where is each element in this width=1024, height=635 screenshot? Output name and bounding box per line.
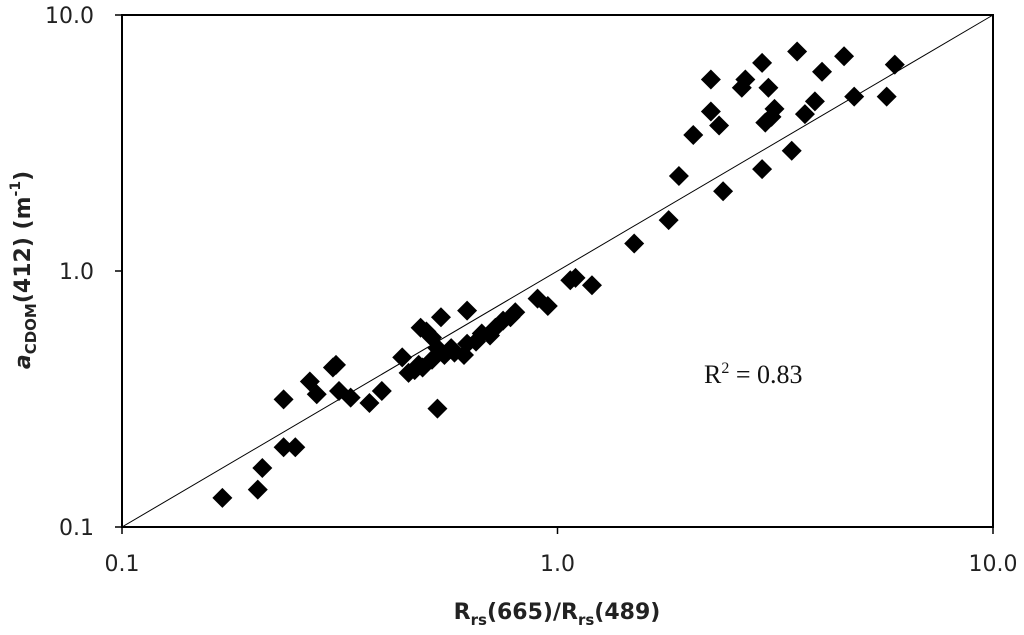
- data-point: [700, 101, 721, 122]
- data-point: [306, 384, 327, 405]
- r-squared-annotation: R2 = 0.83: [704, 360, 803, 389]
- data-point: [735, 69, 756, 90]
- data-point: [804, 91, 825, 112]
- data-points-layer: [212, 41, 905, 508]
- fit-line: [121, 14, 994, 528]
- data-point: [505, 302, 526, 323]
- data-point: [876, 86, 897, 107]
- data-point: [325, 354, 346, 375]
- data-point: [537, 295, 558, 316]
- data-point: [812, 61, 833, 82]
- data-point: [285, 437, 306, 458]
- data-point: [700, 69, 721, 90]
- data-point: [884, 54, 905, 75]
- y-axis-title: aCDOM(412) (m-1): [8, 171, 40, 369]
- y-tick-label: 10.0: [45, 4, 94, 29]
- data-point: [787, 41, 808, 62]
- data-point: [764, 98, 785, 119]
- data-point: [794, 104, 815, 125]
- y-tick-label: 1.0: [59, 260, 94, 285]
- fit-line-layer: [121, 14, 994, 528]
- data-point: [758, 77, 779, 98]
- data-point: [752, 159, 773, 180]
- x-tick-label: 1.0: [540, 552, 575, 577]
- data-point: [359, 393, 380, 414]
- data-point: [668, 166, 689, 187]
- data-point: [713, 181, 734, 202]
- x-tick-label: 10.0: [969, 552, 1018, 577]
- data-point: [273, 389, 294, 410]
- x-axis-title: Rrs(665)/Rrs(489): [454, 600, 661, 629]
- data-point: [781, 140, 802, 161]
- data-point: [683, 124, 704, 145]
- data-point: [709, 115, 730, 136]
- data-point: [212, 487, 233, 508]
- x-tick-label: 0.1: [105, 552, 140, 577]
- data-point: [340, 387, 361, 408]
- data-point: [565, 267, 586, 288]
- data-point: [252, 458, 273, 479]
- data-point: [457, 300, 478, 321]
- data-point: [247, 479, 268, 500]
- data-point: [392, 347, 413, 368]
- data-point: [752, 52, 773, 73]
- data-point: [427, 398, 448, 419]
- data-point: [273, 437, 294, 458]
- data-point: [658, 210, 679, 231]
- data-point: [834, 46, 855, 67]
- data-point: [371, 380, 392, 401]
- y-tick-label: 0.1: [59, 516, 94, 541]
- data-point: [844, 86, 865, 107]
- data-point: [430, 307, 451, 328]
- axis-ticks-layer: 0.1 1.0 10.0 0.1 1.0 10.0: [45, 4, 1017, 577]
- data-point: [624, 233, 645, 254]
- data-point: [581, 275, 602, 296]
